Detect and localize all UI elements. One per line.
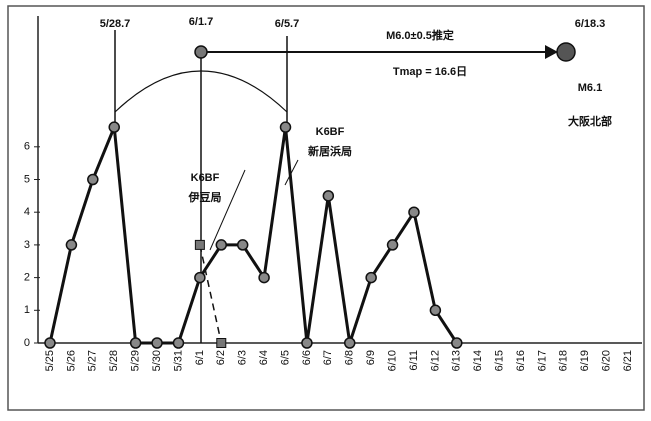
annotation: K6BF <box>316 126 345 138</box>
x-tick-label: 6/3 <box>237 350 249 365</box>
x-tick-label: 6/6 <box>301 350 313 365</box>
annotation: M6.1 <box>578 82 602 94</box>
annotation: 6/1.7 <box>189 16 213 28</box>
x-tick-label: 5/31 <box>172 350 184 371</box>
x-tick-label: 5/28 <box>108 350 120 371</box>
quake-dot <box>556 42 576 62</box>
x-tick-label: 5/29 <box>130 350 142 371</box>
x-tick-label: 6/4 <box>258 350 270 365</box>
x-tick-label: 6/12 <box>429 350 441 371</box>
annotation: 伊豆局 <box>188 190 222 204</box>
x-tick-label: 6/20 <box>601 350 613 371</box>
x-tick-label: 6/14 <box>472 350 484 371</box>
annotation: M6.0±0.5推定 <box>386 28 454 42</box>
x-tick-label: 6/1 <box>194 350 206 365</box>
x-tick-label: 6/13 <box>451 350 463 371</box>
x-tick-label: 5/30 <box>151 350 163 371</box>
x-tick-label: 6/16 <box>515 350 527 371</box>
annotation: 新居浜局 <box>308 144 352 158</box>
x-tick-label: 6/17 <box>536 350 548 371</box>
x-tick-label: 6/2 <box>215 350 227 365</box>
point <box>429 304 442 317</box>
point <box>451 337 463 349</box>
x-tick-label: 6/15 <box>494 350 506 371</box>
annotation: 6/18.3 <box>575 18 606 30</box>
x-tick-label: 5/27 <box>87 350 99 371</box>
point <box>365 271 377 284</box>
point <box>172 337 185 349</box>
annotation: Tmap = 16.6日 <box>393 65 467 78</box>
point <box>386 239 399 251</box>
point <box>216 338 227 348</box>
point <box>343 337 356 349</box>
period-arc <box>114 70 288 113</box>
point <box>301 337 313 349</box>
point <box>87 173 99 186</box>
x-tick-label: 5/26 <box>65 350 77 371</box>
point <box>129 337 142 349</box>
y-tick-label: 5 <box>24 173 30 185</box>
series-line <box>199 244 223 344</box>
y-tick-label: 4 <box>24 206 30 218</box>
y-tick-label: 0 <box>24 337 30 349</box>
x-tick-label: 6/5 <box>279 350 291 365</box>
point <box>108 121 120 133</box>
annotation: 6/5.7 <box>275 18 299 30</box>
annotation: 大阪北部 <box>568 114 612 128</box>
series-line <box>48 126 459 345</box>
x-tick-label: 5/25 <box>44 350 56 371</box>
point <box>151 337 163 349</box>
x-tick-label: 6/8 <box>344 350 356 365</box>
x-tick-label: 6/21 <box>622 350 634 371</box>
annotation: K6BF <box>191 172 220 184</box>
frame <box>7 5 645 411</box>
x-tick-label: 6/7 <box>322 350 334 365</box>
point <box>236 239 249 251</box>
point <box>65 239 78 251</box>
y-tick-label: 3 <box>24 239 30 251</box>
x-tick-label: 6/11 <box>408 350 420 371</box>
x-tick-label: 6/18 <box>558 350 570 371</box>
pointer <box>209 169 246 251</box>
y-tick-label: 1 <box>24 304 30 316</box>
point <box>322 190 335 202</box>
point <box>258 271 270 284</box>
y-tick-label: 2 <box>24 272 30 284</box>
point <box>44 337 56 349</box>
y-tick-label: 6 <box>24 141 30 153</box>
x-tick-label: 6/9 <box>365 350 377 365</box>
point <box>279 121 292 133</box>
x-tick-label: 6/19 <box>579 350 591 371</box>
annotation: 5/28.7 <box>100 18 131 30</box>
arrow-head <box>545 45 558 59</box>
point <box>215 239 228 251</box>
point <box>408 206 420 218</box>
start-dot <box>194 45 208 59</box>
x-tick-label: 6/10 <box>386 350 398 371</box>
point <box>194 239 205 250</box>
point <box>194 271 206 284</box>
